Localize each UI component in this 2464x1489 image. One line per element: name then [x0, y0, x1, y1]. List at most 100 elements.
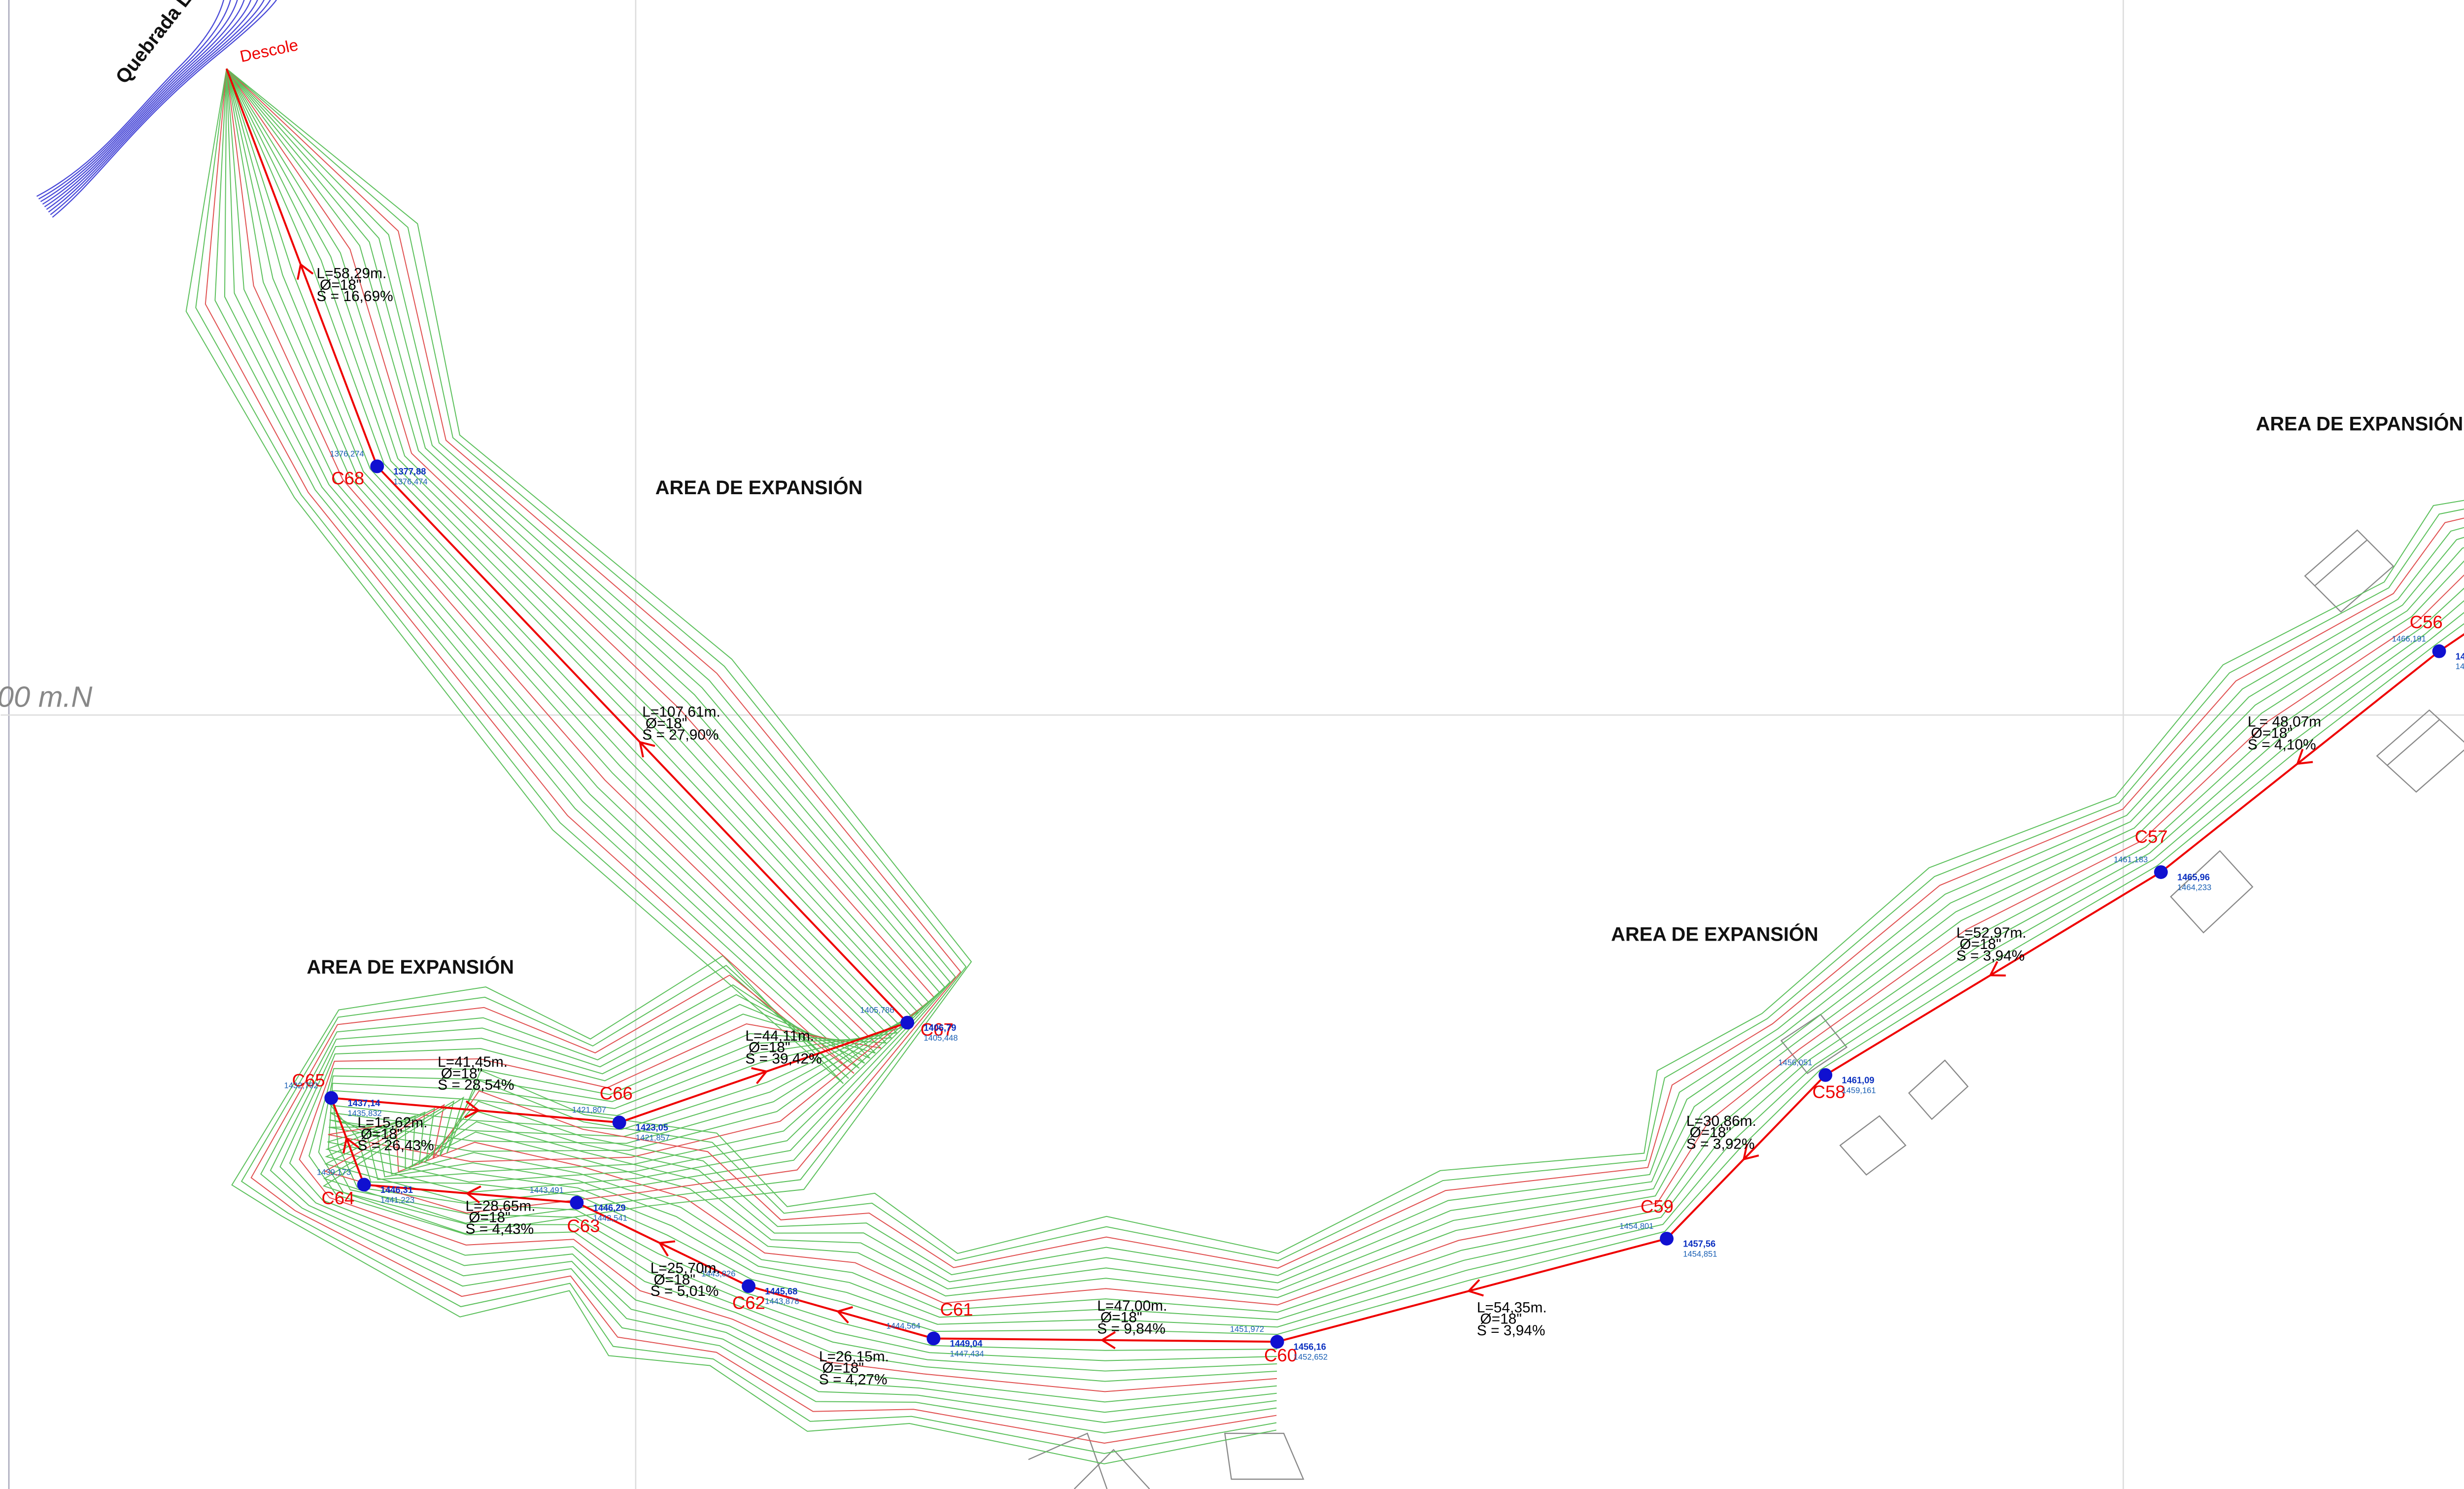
elevation-label: 1454,801 [1619, 1221, 1653, 1231]
segment-length: L=25,70m. [650, 1260, 720, 1277]
elevation-label: 1432,792 [284, 1081, 318, 1090]
segment-length: L=28,65m. [466, 1198, 536, 1214]
river-line [42, 0, 245, 205]
river-line [40, 0, 238, 203]
river [36, 0, 277, 218]
manhole [742, 1279, 756, 1293]
segment-length: L=107,61m. [642, 704, 720, 720]
contour [226, 68, 2464, 1320]
river-line [52, 0, 277, 218]
segment-diameter: Ø=18" [1690, 1124, 1732, 1141]
contour [205, 68, 1277, 1444]
manhole [926, 1331, 941, 1346]
contour [185, 68, 1277, 1464]
river-line [44, 0, 252, 207]
manhole-label: C58 [1813, 1082, 1846, 1102]
contour [226, 68, 2464, 1269]
flow-arrow [342, 1136, 360, 1154]
contour [226, 68, 2464, 1261]
elevation-label: 1454,851 [1683, 1249, 1717, 1258]
elevation-label: 1449,04 [950, 1338, 983, 1349]
elevation-label: 1435,832 [347, 1109, 381, 1118]
manhole-label: C61 [940, 1299, 973, 1320]
building [2376, 709, 2464, 793]
segment-diameter: Ø=18" [749, 1039, 790, 1055]
manhole-label: C62 [732, 1293, 765, 1313]
elevation-label: 1423,05 [636, 1122, 668, 1133]
coordinate-label: 00 m.N [0, 680, 93, 713]
elevation-label: 1444,564 [887, 1321, 921, 1331]
elevation-label: 1447,434 [950, 1349, 984, 1358]
elevation-label: 1437,14 [347, 1098, 380, 1108]
segment-length: L=30,86m. [1686, 1113, 1756, 1129]
manhole-label: C57 [2135, 826, 2168, 846]
elevation-label: 1443,826 [701, 1269, 735, 1278]
contour [195, 68, 1277, 1454]
sewer-line [225, 68, 2464, 1350]
building [1780, 1014, 1848, 1075]
elevation-label: 1452,652 [1294, 1353, 1328, 1362]
segment-slope: S = 5,01% [650, 1283, 719, 1299]
elevation-label: 1461,183 [2114, 855, 2148, 864]
contour [226, 68, 2464, 1328]
manhole [357, 1178, 371, 1192]
area-label: AREA DE EXPANSIÓN [655, 476, 863, 499]
elevation-label: 1439,173 [317, 1167, 351, 1177]
segment-slope: S = 16,69% [316, 288, 393, 305]
river-line [50, 0, 271, 215]
manhole-label: C59 [1641, 1196, 1674, 1217]
buildings [1028, 529, 2464, 1489]
building [1224, 1432, 1304, 1480]
elevation-label: 1376,474 [393, 477, 427, 486]
segment-length: L=44,11m. [745, 1028, 814, 1044]
manhole [1660, 1231, 1674, 1246]
segment-slope: S = 9,84% [1097, 1321, 1165, 1337]
segment-length: L=15,62m. [357, 1115, 427, 1131]
elevation-label: 1377,88 [393, 466, 426, 476]
elevation-label: 1421,807 [572, 1105, 606, 1115]
contour [226, 68, 2464, 1335]
river-line [38, 0, 231, 200]
elevation-label: 1406,79 [924, 1022, 956, 1033]
elevation-label: 1466,191 [2392, 634, 2426, 643]
segment-length: L=41,45m. [438, 1054, 508, 1070]
contour [226, 68, 2464, 1254]
area-label: AREA DE EXPANSIÓN [2256, 412, 2464, 435]
segment-diameter: Ø=18" [646, 715, 687, 732]
segment-diameter: Ø=18" [2251, 725, 2293, 742]
segment-length: L = 48,07m [2248, 713, 2321, 730]
annotations: C56 1466,191 1471,111468,741 C57 1461,183 146… [284, 266, 2464, 1388]
segment-slope: S = 3,94% [1956, 948, 2025, 964]
building [2170, 850, 2254, 934]
segment-length: L=58,29m. [316, 266, 386, 282]
segment-length: L=54,35m. [1477, 1299, 1547, 1316]
segment-diameter: Ø=18" [1960, 936, 2002, 952]
flow-arrow [297, 263, 314, 280]
flow-arrow [465, 1185, 481, 1204]
contour [214, 68, 1277, 1434]
manhole-label: C65 [292, 1070, 325, 1090]
flow-arrow [464, 1100, 480, 1118]
elevation-label: 1456,051 [1778, 1058, 1812, 1067]
river-line [36, 0, 225, 197]
contour [224, 68, 1277, 1423]
elevation-label: 1451,972 [1230, 1324, 1264, 1334]
segment-diameter: Ø=18" [441, 1065, 483, 1082]
segment-diameter: Ø=18" [822, 1360, 864, 1376]
segment-length: L=26,15m. [819, 1349, 889, 1365]
contour [226, 68, 2464, 1298]
segment-length: L=52,97m. [1956, 925, 2026, 941]
elevation-label: 1443,491 [530, 1185, 564, 1195]
manhole-label: C67 [921, 1019, 954, 1040]
elevation-label: 1443,878 [765, 1297, 799, 1306]
contour [226, 68, 2464, 1291]
segment-diameter: Ø=18" [361, 1126, 403, 1142]
manhole-label: C63 [567, 1216, 600, 1236]
contour [226, 68, 1277, 1403]
manhole [900, 1015, 915, 1030]
elevation-label: 1405,786 [860, 1006, 894, 1015]
flow-arrow [639, 741, 655, 758]
segment-slope: S = 28,54% [438, 1077, 514, 1093]
elevation-label: 1468,741 [2456, 662, 2464, 671]
